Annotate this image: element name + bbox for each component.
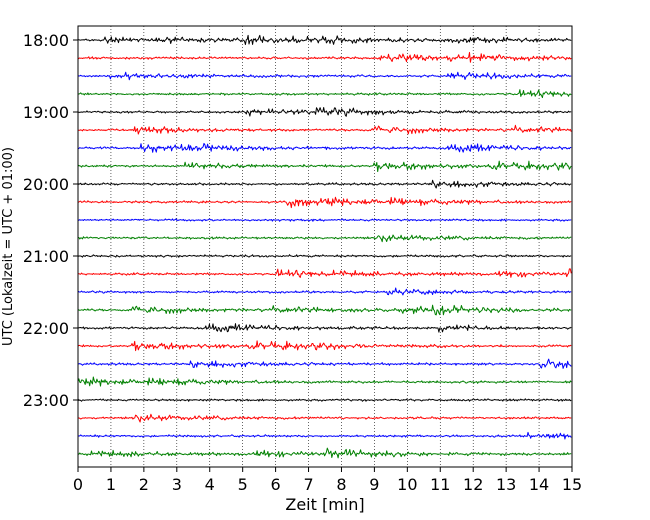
seismic-trace [77,340,572,352]
seismic-trace [77,413,572,423]
seismic-trace [77,196,572,209]
seismic-trace [77,89,572,99]
x-tick-label: 6 [271,475,281,494]
seismic-trace [77,51,572,63]
seismic-trace [77,304,572,316]
seismic-trace [77,107,572,117]
y-tick-label: 18:00 [23,31,69,50]
seismic-trace [77,376,572,387]
x-axis-ticks: 0 1 2 3 4 5 6 7 8 9 10 11 12 13 14 15 [73,467,582,494]
x-tick-label: 14 [529,475,549,494]
seismic-trace [77,431,572,440]
seismic-traces [77,34,572,459]
x-tick-label: 7 [303,475,313,494]
x-axis-label: Zeit [min] [285,495,364,514]
y-axis-ticks: 18:00 19:00 20:00 21:00 22:00 23:00 [23,31,78,410]
seismic-trace [77,179,572,189]
y-tick-label: 20:00 [23,175,69,194]
seismic-trace [77,71,572,81]
x-tick-label: 13 [496,475,516,494]
y-tick-label: 21:00 [23,247,69,266]
x-tick-label: 2 [139,475,149,494]
x-tick-label: 8 [336,475,346,494]
y-tick-label: 19:00 [23,103,69,122]
x-tick-label: 15 [562,475,582,494]
y-tick-label: 23:00 [23,391,69,410]
x-tick-label: 9 [369,475,379,494]
x-tick-label: 0 [73,475,83,494]
seismic-trace [77,124,572,135]
x-tick-label: 1 [106,475,116,494]
y-axis-label: UTC (Lokalzeit = UTC + 01:00) [1,147,16,346]
x-tick-label: 11 [430,475,450,494]
seismic-trace [77,323,572,333]
y-tick-label: 22:00 [23,319,69,338]
seismic-trace [77,268,572,278]
plot-frame [77,25,573,468]
seismic-trace [77,218,572,222]
seismic-trace [77,160,572,173]
seismic-trace [77,358,572,369]
seismic-trace [77,234,572,243]
seismic-trace [77,287,572,296]
seismic-trace [77,34,572,45]
seismic-trace [77,142,572,153]
seismic-trace [77,398,572,402]
x-tick-label: 4 [205,475,215,494]
x-tick-label: 5 [238,475,248,494]
x-tick-label: 3 [172,475,182,494]
x-tick-label: 12 [463,475,483,494]
seismic-trace [77,254,572,258]
x-tick-label: 10 [397,475,417,494]
seismic-trace [77,447,572,459]
